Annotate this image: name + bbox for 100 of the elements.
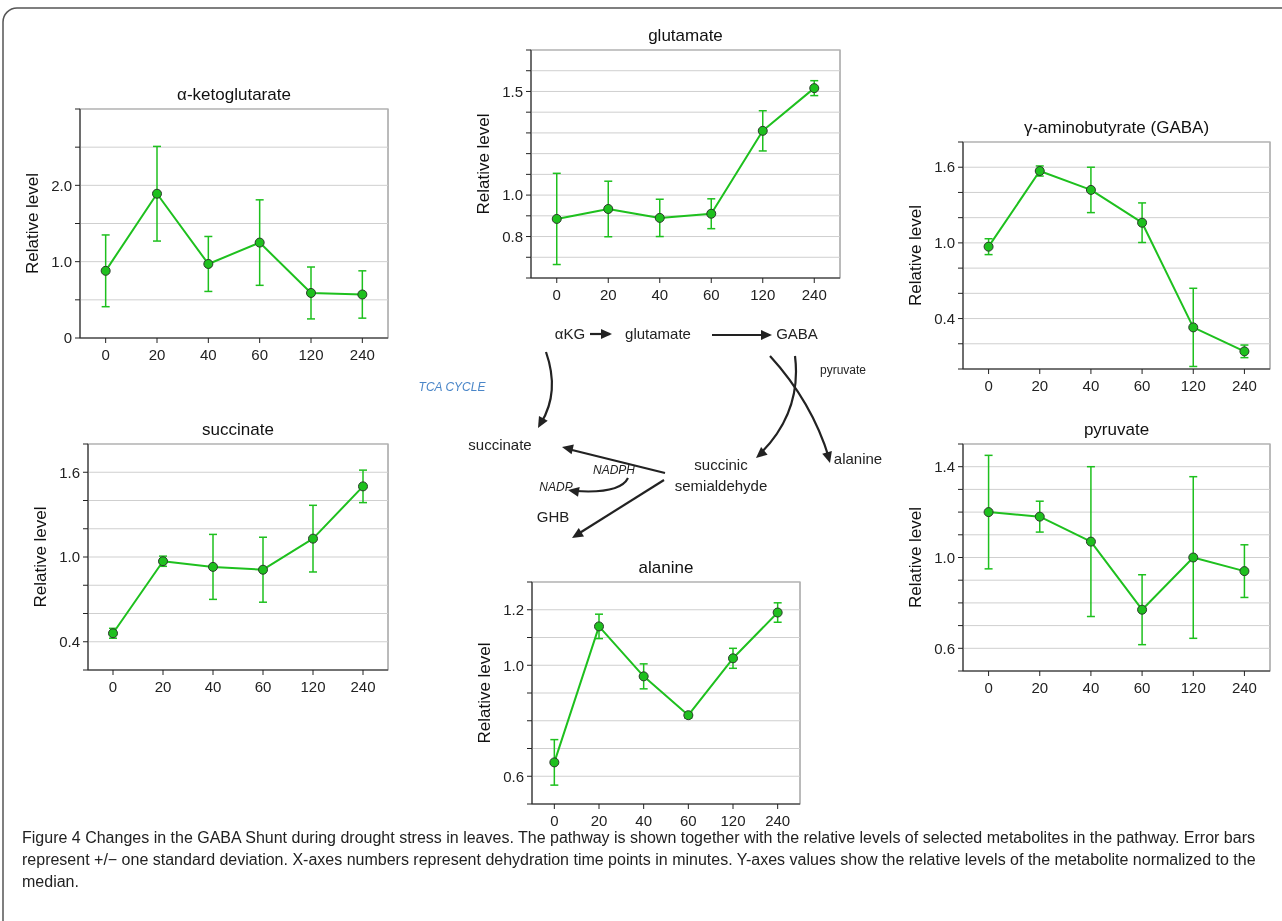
text: GHB — [536, 508, 570, 525]
x-tick-label: 0 — [984, 679, 993, 696]
point — [549, 757, 560, 768]
y-tick-label: 1.0 — [502, 186, 523, 204]
x-tick-label: 0 — [550, 812, 559, 829]
point — [654, 212, 665, 223]
text: glutamate — [625, 325, 691, 342]
y-tick-label: 1.2 — [503, 601, 524, 618]
point — [308, 533, 318, 544]
y-tick-label: 0.6 — [934, 639, 955, 657]
y-tick-label: 1.5 — [502, 82, 523, 100]
point — [152, 188, 162, 199]
y-tick-label: 1.0 — [934, 234, 955, 252]
y-axis-title: Relative level — [906, 506, 925, 609]
x-tick-label: 40 — [1082, 679, 1100, 696]
point — [706, 208, 717, 219]
x-tick-label: 0 — [984, 377, 993, 394]
chart-title: α-ketoglutarate — [177, 85, 291, 104]
x-tick-label: 40 — [199, 346, 217, 363]
x-tick-label: 240 — [350, 678, 376, 695]
y-axis-title: Relative level — [31, 506, 50, 608]
y-tick-label: 0.4 — [59, 633, 80, 650]
y-tick-label: 1.0 — [934, 548, 955, 566]
x-tick-label: 60 — [702, 286, 720, 303]
x-tick-label: 0 — [108, 678, 118, 695]
point — [203, 258, 214, 269]
x-tick-label: 60 — [1133, 679, 1151, 696]
y-tick-label: 1.0 — [59, 548, 80, 566]
point — [983, 241, 994, 252]
point — [254, 237, 265, 248]
point — [358, 481, 368, 492]
x-tick-label: 120 — [300, 678, 326, 695]
x-tick-label: 60 — [1133, 377, 1151, 394]
x-tick-label: 40 — [1082, 377, 1100, 394]
x-tick-label: 240 — [349, 346, 375, 363]
x-tick-label: 240 — [1231, 377, 1257, 394]
y-tick-label: 1.4 — [934, 457, 955, 475]
caption: Figure 4 Changes in the GABA Shunt during drought stress in leaves. The pathway is shown together with the relative levels of selected metabolites in the pathway. Error bars represent +/− one standard deviation. X-axes numbers represent dehydration time points in minutes. Y-axes values show the relative levels of the metabolite normalized to the median. — [22, 829, 1256, 890]
chart-title: succinate — [202, 420, 274, 439]
y-tick-label: 1.6 — [934, 158, 955, 176]
x-tick-label: 20 — [590, 812, 608, 829]
point — [757, 125, 768, 136]
point — [1137, 217, 1148, 228]
x-tick-label: 20 — [1031, 377, 1049, 394]
point — [100, 265, 111, 276]
x-tick-label: 60 — [254, 678, 272, 695]
point — [208, 561, 218, 572]
point — [603, 203, 614, 214]
point — [1085, 536, 1096, 547]
point — [594, 621, 604, 632]
x-tick-label: 20 — [1031, 679, 1049, 696]
x-tick-label: 40 — [204, 678, 222, 695]
point — [1188, 322, 1199, 333]
x-tick-label: 40 — [635, 812, 653, 829]
chart-title: glutamate — [648, 26, 723, 45]
y-axis-title: Relative level — [23, 172, 42, 275]
point — [983, 507, 994, 518]
x-tick-label: 0 — [552, 286, 561, 303]
text: alanine — [833, 450, 883, 467]
point — [258, 564, 268, 575]
point — [1137, 604, 1148, 615]
y-axis-title: Relative level — [906, 204, 925, 307]
text: αKG — [554, 325, 586, 342]
text: NADPH — [592, 463, 636, 477]
text: succinic semialdehyde — [674, 456, 768, 494]
x-tick-label: 240 — [801, 286, 827, 303]
y-tick-label: 1.6 — [59, 463, 80, 481]
text: TCA CYCLE — [418, 380, 487, 394]
x-tick-label: 120 — [750, 286, 776, 303]
x-tick-label: 0 — [101, 346, 110, 363]
y-tick-label: 2.0 — [51, 176, 72, 194]
x-tick-label: 60 — [251, 346, 269, 363]
y-tick-label: 0 — [63, 329, 72, 347]
chart-title: γ-aminobutyrate (GABA) — [1023, 118, 1210, 137]
point — [306, 287, 316, 298]
point — [1239, 566, 1250, 577]
y-tick-label: 0.6 — [503, 767, 524, 785]
chart-title: pyruvate — [1083, 420, 1150, 439]
x-tick-label: 240 — [1231, 679, 1257, 696]
point — [1085, 184, 1096, 195]
point — [551, 213, 562, 224]
y-tick-label: 0.4 — [934, 309, 955, 327]
text: succinate — [468, 436, 532, 453]
text: GABA — [776, 325, 818, 342]
x-tick-label: 60 — [679, 812, 697, 829]
x-tick-label: 20 — [154, 678, 172, 695]
point — [728, 653, 738, 664]
y-axis-title: Relative level — [474, 113, 493, 215]
point — [809, 83, 820, 94]
x-tick-label: 20 — [599, 286, 617, 303]
point — [638, 671, 649, 682]
x-tick-label: 120 — [720, 812, 746, 829]
point — [357, 289, 368, 300]
x-tick-label: 40 — [651, 286, 669, 303]
point — [772, 607, 783, 618]
point — [1034, 511, 1045, 522]
text: NADP — [539, 480, 573, 494]
x-tick-label: 120 — [1180, 377, 1206, 394]
y-tick-label: 0.8 — [502, 227, 523, 245]
point — [1188, 552, 1199, 563]
